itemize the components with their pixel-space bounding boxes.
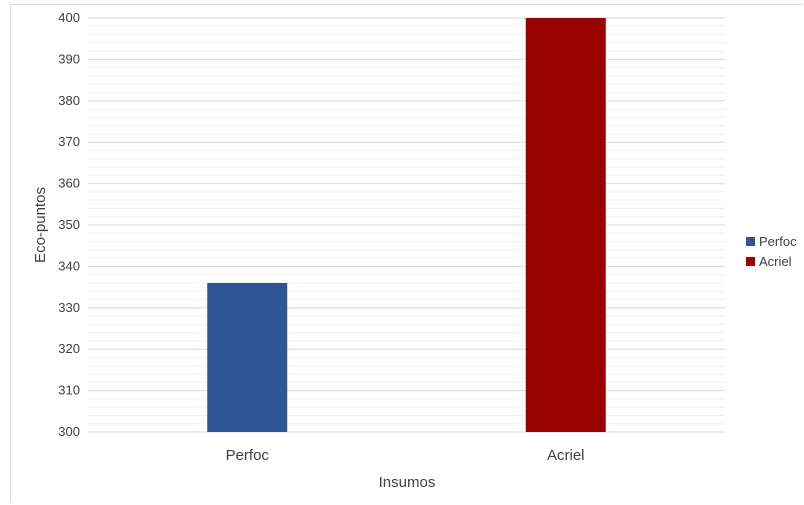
- x-tick-label: Acriel: [547, 447, 585, 464]
- y-tick-label: 310: [58, 383, 80, 398]
- y-tick-label: 350: [58, 217, 80, 232]
- x-tick-label: Perfoc: [226, 447, 270, 464]
- grid-lines: [88, 17, 725, 433]
- bars: [207, 18, 606, 432]
- x-tick-labels: Perfoc Acriel: [226, 447, 585, 464]
- y-tick-label: 370: [58, 134, 80, 149]
- y-tick-label: 320: [58, 341, 80, 356]
- y-tick-label: 390: [58, 51, 80, 66]
- y-tick-label: 360: [58, 176, 80, 191]
- y-tick-label: 330: [58, 300, 80, 315]
- x-axis-title: Insumos: [379, 474, 436, 491]
- legend-swatch-perfoc: [746, 237, 755, 246]
- legend-label-perfoc: Perfoc: [759, 234, 797, 249]
- y-axis-title: Eco-puntos: [32, 187, 49, 263]
- y-tick-label: 380: [58, 93, 80, 108]
- bar-perfoc: [207, 282, 288, 432]
- chart-frame: [10, 4, 802, 502]
- y-tick-label: 340: [58, 258, 80, 273]
- y-tick-label: 400: [58, 10, 80, 25]
- legend-swatch-acriel: [746, 257, 755, 266]
- y-tick-label: 300: [58, 424, 80, 439]
- bar-acriel: [525, 18, 606, 432]
- y-tick-labels: 300 310 320 330 340 350 360 370 380 390 400: [58, 10, 80, 439]
- legend-label-acriel: Acriel: [759, 254, 792, 269]
- legend: Perfoc Acriel: [746, 234, 797, 269]
